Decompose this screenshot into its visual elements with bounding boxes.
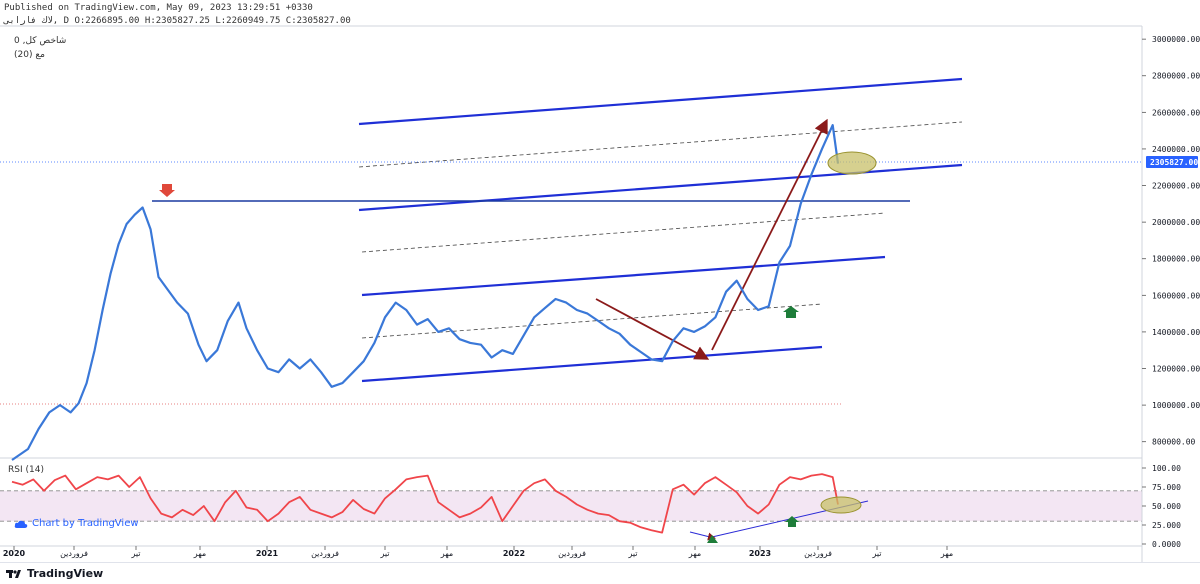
price-tick-label: 2000000.00 — [1152, 218, 1200, 227]
rsi-band-group — [0, 490, 1142, 522]
price-series-group — [11, 124, 840, 461]
price-tick-label: 1200000.00 — [1152, 365, 1200, 374]
time-tick-label: 2020 — [3, 549, 26, 558]
time-tick-label: تیر — [379, 549, 389, 558]
price-axis[interactable]: 3000000.00 2800000.00 2600000.00 2400000.00… — [1142, 35, 1200, 447]
time-tick-label: 2021 — [256, 549, 279, 558]
rsi-ellipse — [820, 496, 862, 514]
price-tick-label: 2200000.00 — [1152, 182, 1200, 191]
time-axis[interactable]: 2020 فروردین تیر مهر 2021 فروردین تیر مهر 2022 فر… — [3, 546, 953, 558]
rsi-tick-label: 25.000 — [1152, 521, 1181, 530]
price-tick-label: 2600000.00 — [1152, 108, 1200, 117]
time-tick-label: مهر — [688, 549, 701, 558]
time-tick-label: مهر — [440, 549, 453, 558]
rsi-tick-label: 50.000 — [1152, 502, 1181, 511]
time-tick-label: فروردین — [804, 549, 832, 558]
rsi-band — [0, 490, 1142, 522]
channel-top-line — [358, 77, 963, 126]
price-ellipse — [827, 151, 877, 175]
price-tick-label: 1800000.00 — [1152, 255, 1200, 264]
arrow-decline — [595, 298, 710, 360]
time-tick-label: تیر — [871, 549, 881, 558]
published-info: Published on TradingView.com, May 09, 20… — [4, 3, 313, 13]
arrow-rally — [711, 118, 828, 351]
markers — [159, 151, 877, 543]
last-price-label: 2305827.00 — [1150, 158, 1198, 167]
price-line — [11, 124, 840, 461]
channel-bottom-line — [361, 345, 823, 383]
buy-marker-rsi-low — [707, 535, 718, 543]
time-tick-label: 2023 — [749, 549, 771, 558]
ma-legend[interactable]: (20) مع — [14, 50, 45, 60]
tradingview-logo[interactable]: TradingView — [6, 567, 103, 580]
cloud-icon — [14, 520, 28, 528]
channel-lower-line — [361, 255, 886, 297]
rsi-line — [11, 473, 839, 534]
rsi-tick-label: 100.00 — [1152, 464, 1181, 473]
rsi-tick-label: 0.0000 — [1152, 540, 1181, 549]
time-tick-label: مهر — [193, 549, 206, 558]
price-tick-label: 2800000.00 — [1152, 72, 1200, 81]
brand-label: Chart by TradingView — [32, 518, 139, 529]
time-tick-label: تیر — [130, 549, 140, 558]
rsi-legend[interactable]: RSI (14) — [8, 465, 44, 475]
footer-bar: TradingView — [0, 562, 1200, 584]
price-tick-label: 3000000.00 — [1152, 35, 1200, 44]
price-tick-label: 800000.00 — [1152, 438, 1196, 447]
time-tick-label: مهر — [940, 549, 953, 558]
buy-marker-rsi — [785, 516, 799, 527]
symbol-legend[interactable]: 0 ,شاخص کل — [14, 36, 67, 46]
time-tick-label: تیر — [627, 549, 637, 558]
last-price-badge — [1146, 156, 1198, 168]
price-tick-label: 1400000.00 — [1152, 328, 1200, 337]
chart-by-tradingview[interactable]: Chart by TradingView — [14, 518, 139, 529]
time-tick-label: فروردین — [311, 549, 339, 558]
time-tick-label: فروردین — [60, 549, 88, 558]
grid-lines — [0, 25, 1143, 562]
price-tick-label: 1600000.00 — [1152, 291, 1200, 300]
rsi-axis[interactable]: 100.00 75.000 50.000 25.000 0.0000 — [1142, 464, 1181, 549]
rsi-divergence-arrow — [689, 531, 716, 541]
plot-background — [0, 0, 1142, 563]
sell-marker — [159, 184, 175, 197]
ohlc-readout: لاك فارابی, D O:2266895.00 H:2305827.25 … — [4, 16, 351, 26]
time-tick-label: فروردین — [558, 549, 586, 558]
tv-logo-text: TradingView — [27, 567, 104, 580]
buy-marker-price — [783, 306, 799, 318]
time-tick-label: 2022 — [503, 549, 525, 558]
rsi-tick-label: 75.000 — [1152, 483, 1181, 492]
tv-logo-icon — [6, 569, 21, 578]
dashed-midline-1 — [358, 121, 963, 168]
price-tick-label: 2400000.00 — [1152, 145, 1200, 154]
price-tick-label: 1000000.00 — [1152, 401, 1200, 410]
